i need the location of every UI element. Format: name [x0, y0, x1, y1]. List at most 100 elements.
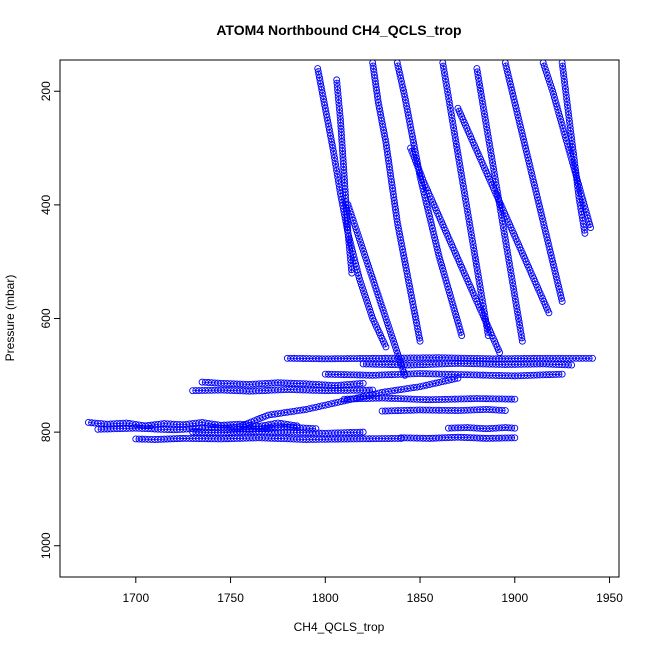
- data-point: [416, 383, 424, 391]
- data-point: [511, 395, 519, 403]
- y-tick-label: 400: [39, 195, 53, 215]
- data-point: [442, 78, 450, 86]
- data-point: [508, 395, 516, 403]
- data-point: [539, 60, 547, 67]
- data-point: [506, 263, 514, 271]
- data-point: [380, 309, 388, 317]
- data-point: [507, 269, 515, 277]
- data-point: [540, 62, 548, 70]
- data-point: [517, 328, 525, 335]
- data-point: [476, 283, 484, 291]
- data-point: [517, 331, 525, 339]
- data-point: [446, 292, 454, 300]
- data-point: [479, 104, 487, 111]
- data-point: [365, 263, 373, 271]
- data-point: [328, 400, 336, 408]
- data-point: [417, 172, 425, 180]
- data-point: [446, 289, 453, 297]
- data-point: [572, 354, 580, 362]
- data-point: [477, 87, 485, 95]
- data-point: [485, 136, 493, 144]
- data-point: [473, 267, 481, 275]
- data-point: [570, 156, 578, 164]
- data-point: [409, 150, 417, 158]
- data-point: [504, 253, 512, 261]
- data-point: [569, 147, 577, 154]
- data-point: [563, 101, 571, 109]
- data-point: [460, 189, 468, 197]
- x-axis-label: CH4_QCLS_trop: [294, 620, 385, 634]
- data-point: [477, 289, 485, 297]
- data-point: [565, 111, 573, 119]
- data-point: [472, 257, 480, 265]
- data-point: [353, 229, 361, 237]
- data-point: [488, 155, 496, 163]
- data-point: [472, 260, 480, 268]
- data-point: [560, 72, 568, 80]
- data-point: [443, 82, 451, 90]
- data-point: [393, 347, 401, 354]
- data-point: [457, 169, 465, 177]
- series-line: [325, 373, 563, 377]
- data-point: [333, 170, 341, 178]
- data-point: [336, 112, 344, 120]
- data-point: [571, 163, 579, 171]
- data-point: [449, 121, 457, 128]
- data-point: [499, 224, 507, 232]
- data-point: [508, 276, 516, 283]
- data-point: [440, 270, 448, 278]
- data-point: [510, 285, 518, 293]
- data-point: [442, 75, 449, 83]
- data-point: [432, 379, 440, 387]
- data-point: [439, 264, 446, 272]
- data-point: [559, 62, 567, 70]
- data-point: [350, 220, 358, 227]
- data-point: [352, 226, 360, 234]
- data-point: [357, 281, 365, 289]
- data-point: [454, 319, 462, 327]
- data-point: [506, 266, 514, 274]
- data-point: [374, 291, 382, 299]
- data-point: [478, 97, 486, 105]
- data-point: [561, 85, 569, 93]
- data-point: [509, 279, 517, 287]
- data-point: [518, 334, 526, 342]
- data-point: [443, 85, 451, 93]
- data-point: [475, 74, 482, 82]
- data-point: [353, 394, 361, 402]
- data-point: [454, 150, 462, 158]
- data-point: [443, 280, 451, 287]
- data-point: [513, 305, 521, 313]
- data-point: [485, 139, 493, 147]
- data-point: [548, 84, 556, 92]
- data-point: [415, 166, 423, 174]
- data-point: [337, 398, 345, 406]
- data-point: [502, 237, 510, 245]
- x-tick-label: 1750: [217, 591, 244, 605]
- data-point: [358, 241, 365, 249]
- x-tick-label: 1800: [312, 591, 339, 605]
- data-point: [474, 71, 482, 79]
- data-point: [580, 226, 588, 234]
- data-point: [360, 287, 367, 295]
- data-point: [466, 224, 474, 232]
- data-point: [450, 124, 458, 132]
- data-point: [477, 286, 485, 294]
- data-point: [491, 172, 499, 180]
- chart-title: ATOM4 Northbound CH4_QCLS_trop: [216, 22, 461, 38]
- data-point: [574, 189, 582, 197]
- data-point: [453, 147, 461, 154]
- data-point: [333, 83, 341, 90]
- data-point: [347, 396, 355, 403]
- data-point: [385, 325, 393, 333]
- data-point: [553, 103, 561, 111]
- data-point: [570, 153, 578, 161]
- data-point: [335, 96, 343, 104]
- data-point: [555, 370, 563, 378]
- data-point: [587, 224, 595, 232]
- data-point: [476, 280, 484, 288]
- data-point: [460, 186, 468, 193]
- data-point: [468, 234, 476, 242]
- data-point: [559, 65, 567, 73]
- data-point: [459, 182, 467, 190]
